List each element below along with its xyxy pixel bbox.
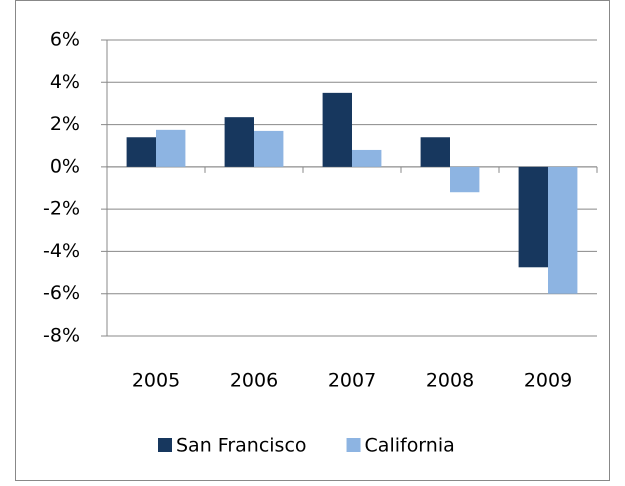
bar: [548, 166, 578, 294]
y-tick-label: 2%: [50, 113, 80, 135]
bar: [518, 166, 548, 268]
bar: [224, 117, 254, 167]
y-tick-label: -4%: [43, 240, 80, 262]
legend-swatch: [346, 438, 361, 452]
legend-label: California: [365, 435, 455, 457]
x-tick-label: 2009: [524, 370, 572, 392]
x-tick-label: 2008: [426, 370, 474, 392]
legend-label: San Francisco: [176, 435, 307, 457]
bar: [126, 137, 156, 167]
x-tick-label: 2006: [230, 370, 278, 392]
y-tick-label: -8%: [43, 325, 80, 347]
y-tick-label: -6%: [43, 282, 80, 304]
x-tick-label: 2005: [132, 370, 180, 392]
bar: [254, 130, 284, 167]
y-tick-label: 6%: [50, 29, 80, 51]
chart-frame: [15, 0, 610, 481]
y-tick-label: 0%: [50, 155, 80, 177]
y-tick-label: -2%: [43, 198, 80, 220]
legend-swatch: [158, 438, 172, 452]
bar: [156, 129, 186, 167]
bar: [420, 137, 450, 167]
bar: [450, 166, 480, 193]
x-tick-label: 2007: [328, 370, 376, 392]
bar: [352, 149, 382, 167]
bar: [322, 92, 352, 167]
y-tick-label: 4%: [50, 71, 80, 93]
